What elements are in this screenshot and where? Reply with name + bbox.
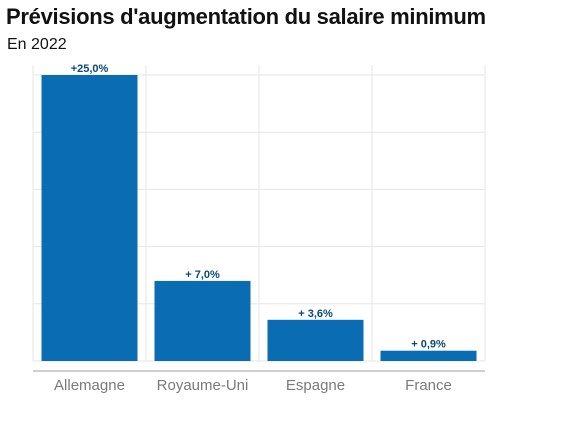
- chart-title: Prévisions d'augmentation du salaire min…: [6, 4, 486, 29]
- bar-france: [380, 350, 477, 361]
- x-tick-label: Royaume-Uni: [157, 377, 249, 394]
- data-label: +25,0%: [71, 63, 109, 75]
- bar-royaume-uni: [154, 280, 251, 361]
- x-tick-label: Allemagne: [54, 377, 125, 394]
- chart-subtitle: En 2022: [7, 36, 67, 53]
- bar-espagne: [267, 319, 364, 361]
- bar-allemagne: [41, 75, 138, 361]
- data-label: + 3,6%: [298, 308, 333, 320]
- x-tick-label: France: [405, 377, 452, 394]
- data-label: + 0,9%: [411, 339, 446, 351]
- x-tick-label: Espagne: [286, 377, 345, 394]
- data-label: + 7,0%: [185, 269, 220, 281]
